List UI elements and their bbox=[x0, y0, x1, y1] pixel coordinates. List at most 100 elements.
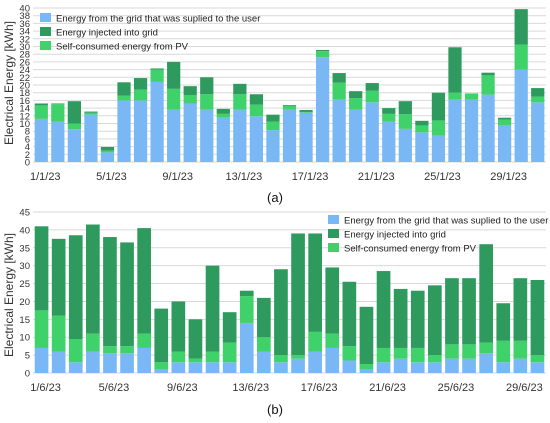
x-tick-label: 25/1/23 bbox=[424, 171, 461, 183]
bar-segment bbox=[249, 94, 264, 105]
bar-segment bbox=[514, 9, 528, 45]
y-tick-label: 30 bbox=[19, 261, 30, 272]
bar-segment bbox=[257, 337, 271, 352]
x-tick-label: 1/1/23 bbox=[30, 171, 61, 183]
bar-segment bbox=[117, 95, 131, 101]
legend-entry: Self-consumed energy from PV bbox=[56, 42, 189, 53]
bar-segment bbox=[464, 99, 479, 162]
bar-segment bbox=[431, 135, 446, 162]
bar-segment bbox=[531, 88, 545, 97]
bar-segment bbox=[249, 104, 264, 117]
bar-segment bbox=[34, 310, 49, 348]
bar-segment bbox=[376, 362, 391, 373]
bar-segment bbox=[431, 120, 446, 136]
bar-segment bbox=[34, 226, 49, 311]
bar-segment bbox=[154, 369, 169, 373]
bar-segment bbox=[398, 128, 412, 162]
bar-segment bbox=[376, 271, 391, 348]
bar-segment bbox=[365, 102, 379, 162]
y-tick-label: 18 bbox=[19, 88, 30, 99]
y-tick-label: 0 bbox=[25, 158, 30, 169]
bar-segment bbox=[86, 224, 100, 334]
panel-b-label: (b) bbox=[267, 402, 283, 417]
x-tick-label: 5/1/23 bbox=[96, 171, 127, 183]
legend-swatch bbox=[40, 41, 51, 50]
y-tick-label: 20 bbox=[19, 297, 30, 308]
bar-segment bbox=[84, 112, 98, 115]
bar-segment bbox=[513, 278, 528, 341]
bar-segment bbox=[34, 103, 48, 106]
bar-segment bbox=[205, 362, 220, 373]
y-tick-label: 24 bbox=[19, 65, 30, 76]
bar-segment bbox=[531, 96, 545, 103]
bar-segment bbox=[415, 125, 429, 133]
bar-segment bbox=[103, 346, 117, 354]
bar-segment bbox=[308, 331, 322, 352]
legend-entry: Energy injected into grid bbox=[56, 28, 158, 39]
bar-segment bbox=[382, 121, 396, 162]
bar-segment bbox=[100, 146, 115, 151]
bar-segment bbox=[274, 362, 288, 373]
bar-segment bbox=[415, 120, 429, 126]
bar-segment bbox=[393, 288, 408, 348]
bar-segment bbox=[67, 123, 81, 130]
bar-segment bbox=[188, 362, 203, 373]
bar-segment bbox=[428, 362, 442, 373]
bar-segment bbox=[68, 235, 83, 340]
bar-segment bbox=[315, 49, 330, 52]
x-tick-label: 25/6/23 bbox=[438, 382, 475, 394]
bar-segment bbox=[239, 296, 254, 323]
y-tick-label: 22 bbox=[19, 73, 30, 84]
panel-b-y-axis-label: Electrical Energy [kWh] bbox=[2, 233, 16, 357]
bar-segment bbox=[233, 94, 247, 110]
bar-segment bbox=[171, 301, 186, 352]
bar-segment bbox=[349, 109, 363, 162]
bar-segment bbox=[513, 358, 528, 373]
y-tick-label: 8 bbox=[25, 127, 30, 138]
bar-segment bbox=[481, 75, 495, 95]
bar-segment bbox=[150, 69, 164, 82]
bar-segment bbox=[266, 130, 280, 162]
bar-segment bbox=[282, 105, 297, 106]
x-tick-label: 21/6/23 bbox=[369, 382, 406, 394]
bar-segment bbox=[530, 279, 545, 356]
bar-segment bbox=[51, 121, 65, 162]
bar-segment bbox=[103, 237, 117, 347]
bar-segment bbox=[183, 86, 197, 96]
bar-segment bbox=[464, 93, 479, 100]
bar-segment bbox=[448, 92, 462, 100]
bar-segment bbox=[315, 51, 330, 58]
y-tick-label: 10 bbox=[19, 333, 30, 344]
bar-segment bbox=[154, 308, 169, 363]
panel-a-bars bbox=[34, 9, 545, 162]
bar-segment bbox=[100, 150, 115, 153]
x-tick-label: 21/1/23 bbox=[358, 171, 395, 183]
bar-segment bbox=[431, 92, 446, 121]
bar-segment bbox=[222, 362, 237, 373]
bar-segment bbox=[233, 83, 247, 95]
bar-segment bbox=[34, 105, 48, 119]
bar-segment bbox=[117, 100, 131, 162]
bar-segment bbox=[133, 78, 148, 90]
bar-segment bbox=[308, 351, 322, 373]
bar-segment bbox=[239, 322, 254, 373]
legend-swatch bbox=[328, 243, 339, 252]
bar-segment bbox=[216, 113, 230, 118]
y-tick-label: 40 bbox=[19, 225, 30, 236]
legend-entry: Self-consumed energy from PV bbox=[344, 244, 477, 255]
bar-segment bbox=[51, 103, 65, 105]
x-tick-label: 9/6/23 bbox=[167, 382, 198, 394]
bar-segment bbox=[365, 90, 379, 103]
bar-segment bbox=[498, 117, 512, 120]
bar-segment bbox=[100, 152, 115, 162]
panel-a-label: (a) bbox=[267, 190, 283, 205]
y-tick-label: 2 bbox=[25, 150, 30, 161]
y-tick-label: 45 bbox=[19, 208, 30, 219]
bar-segment bbox=[342, 346, 357, 361]
y-tick-label: 28 bbox=[19, 50, 30, 61]
bar-segment bbox=[445, 358, 459, 373]
bar-segment bbox=[325, 333, 340, 348]
bar-segment bbox=[51, 351, 66, 373]
y-tick-label: 35 bbox=[19, 243, 30, 254]
bar-segment bbox=[349, 91, 363, 99]
